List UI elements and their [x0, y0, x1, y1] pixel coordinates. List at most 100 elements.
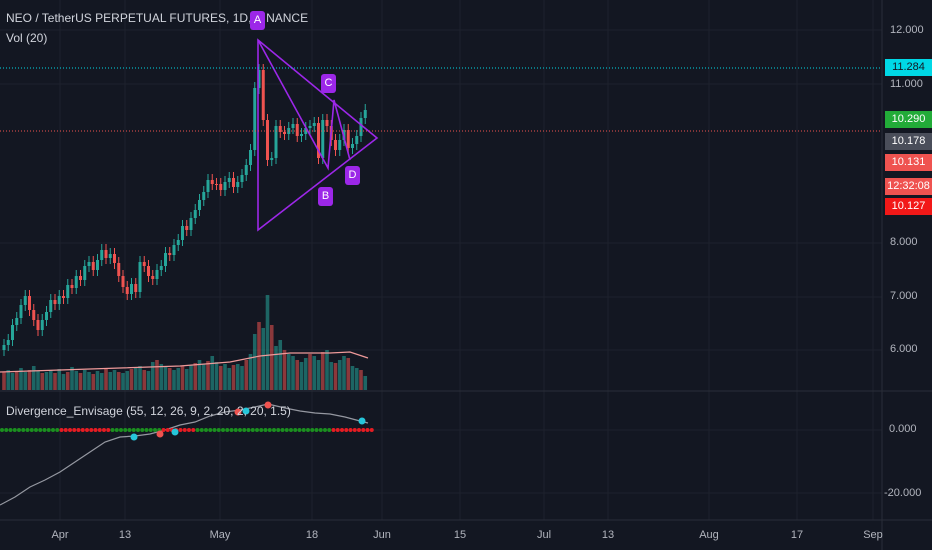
candle-body: [266, 120, 269, 160]
candle-body: [325, 120, 329, 126]
candle-body: [308, 126, 312, 128]
price-tag-current: 10.127: [885, 198, 932, 215]
signal-dot: [0, 428, 4, 432]
volume-bar: [167, 368, 172, 390]
volume-bar: [329, 362, 334, 390]
signal-dot: [38, 428, 43, 432]
candle-body: [164, 253, 167, 266]
time-label-18: 18: [305, 529, 319, 541]
volume-bar: [53, 373, 57, 390]
candle-body: [113, 254, 116, 263]
signal-dot: [89, 428, 94, 432]
signal-dot: [250, 428, 255, 432]
candle-body: [155, 270, 159, 279]
time-label-15: 15: [453, 529, 467, 541]
signal-dot: [293, 428, 298, 432]
signal-dot: [29, 428, 34, 432]
volume-bar: [274, 346, 278, 390]
volume-bar: [159, 364, 164, 390]
price-label-6: 6.000: [890, 343, 918, 355]
candle-body: [291, 124, 295, 128]
candle-body: [351, 144, 354, 148]
signal-dot: [327, 428, 332, 432]
candle-body: [49, 300, 53, 312]
volume-bar: [223, 364, 227, 390]
candle-body: [70, 285, 74, 288]
triangle-outline: [257, 38, 379, 232]
pattern-point-b[interactable]: B: [318, 187, 333, 206]
signal-dot: [276, 428, 281, 432]
price-tag-last-price: 10.290: [885, 111, 932, 128]
indicator-study-label[interactable]: Divergence_Envisage (55, 12, 26, 9, 2, 2…: [6, 404, 291, 418]
volume-bar: [31, 366, 36, 390]
countdown-tag: 12:32:08: [885, 178, 932, 195]
signal-dot: [140, 428, 145, 432]
signal-dot: [318, 428, 323, 432]
volume-bar: [61, 374, 66, 390]
volume-study-label[interactable]: Vol (20): [6, 31, 48, 45]
signal-dot: [25, 428, 30, 432]
candle-body: [189, 218, 193, 230]
signal-dot: [284, 428, 289, 432]
signal-dot: [34, 428, 38, 432]
signal-dot: [340, 428, 344, 432]
abcd-path: [257, 39, 351, 171]
volume-bar: [308, 354, 312, 390]
volume-bar: [269, 325, 274, 390]
volume-bar: [189, 365, 193, 390]
candle-body: [274, 126, 278, 158]
pattern-point-c[interactable]: C: [321, 74, 336, 93]
signal-dot: [187, 428, 191, 432]
volume-bar: [210, 356, 215, 390]
volume-bar: [57, 369, 62, 390]
signal-dot: [12, 428, 17, 432]
volume-bar: [299, 362, 304, 390]
time-label-jul: Jul: [536, 529, 552, 541]
volume-bar: [23, 372, 28, 390]
candle-body: [193, 210, 197, 218]
volume-bar: [142, 370, 147, 390]
signal-dot: [229, 428, 234, 432]
volume-bar: [244, 360, 249, 390]
candle-body: [66, 285, 70, 298]
volume-bar: [265, 295, 270, 390]
candle-body: [147, 266, 150, 276]
volume-bar: [342, 356, 346, 390]
candle-body: [215, 184, 218, 185]
volume-bar: [261, 328, 266, 390]
signal-dot: [221, 428, 225, 432]
pattern-point-a[interactable]: A: [250, 11, 265, 30]
candle-body: [202, 192, 206, 200]
signal-dot: [361, 428, 366, 432]
candle-body: [334, 140, 337, 150]
volume-bar: [214, 362, 219, 390]
volume-bar: [312, 356, 317, 390]
signal-dot: [204, 428, 208, 432]
signal-dot: [225, 428, 230, 432]
candle-body: [363, 110, 367, 118]
candle-body: [232, 178, 235, 187]
volume-bar: [337, 360, 342, 390]
signal-dot: [199, 428, 204, 432]
signal-dot: [255, 428, 259, 432]
abcd-pattern: [257, 38, 379, 232]
volume-bar: [163, 366, 168, 390]
volume-bar: [10, 373, 15, 390]
candle-body: [74, 276, 78, 288]
candle-body: [83, 266, 87, 280]
divergence-marker: [171, 428, 179, 436]
volume-bar: [78, 373, 83, 390]
time-label-sep: Sep: [863, 529, 883, 541]
volume-bar: [65, 372, 70, 390]
signal-dot: [297, 428, 302, 432]
signal-dot: [314, 428, 319, 432]
volume-bar: [87, 372, 91, 390]
candle-body: [283, 132, 286, 134]
signal-dot: [208, 428, 213, 432]
symbol-title[interactable]: NEO / TetherUS PERPETUAL FUTURES, 1D, BI…: [6, 11, 309, 25]
candle-body: [206, 180, 210, 192]
pattern-point-d[interactable]: D: [345, 166, 360, 185]
volume-bar: [333, 363, 338, 390]
signal-dot: [272, 428, 276, 432]
